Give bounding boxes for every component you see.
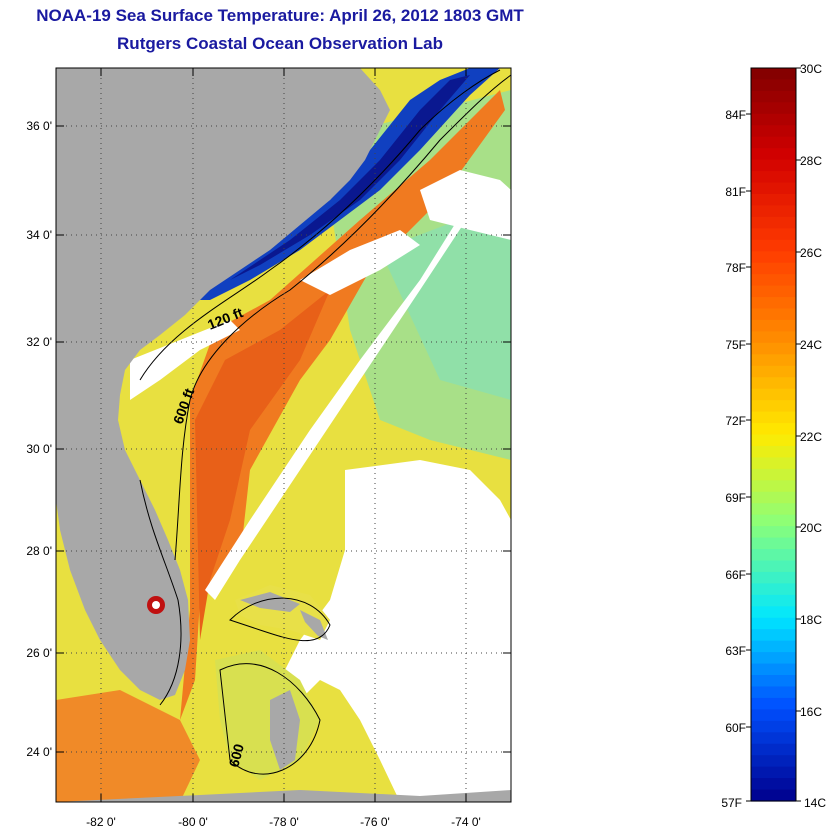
contour-120ft <box>139 69 501 381</box>
lat-label-28: 28 0' <box>26 544 52 558</box>
cloud-patch-north <box>420 170 511 240</box>
contour-coast <box>139 479 182 706</box>
contour-600ft <box>174 74 511 561</box>
lat-label-26: 26 0' <box>26 646 52 660</box>
cyan-water-region <box>380 200 511 400</box>
lon-label-74: -74 0' <box>451 815 481 829</box>
lat-label-34: 34 0' <box>26 228 52 242</box>
axis-ticks <box>56 68 511 802</box>
lon-label-82: -82 0' <box>86 815 116 829</box>
contour-bahamas <box>219 597 331 775</box>
cloud-patch-mid <box>300 230 420 295</box>
lake-okeechobee-center <box>152 601 160 609</box>
lon-label-80: -80 0' <box>178 815 208 829</box>
lat-label-32: 32 0' <box>26 335 52 349</box>
cold-coastal-core <box>230 75 470 280</box>
lat-label-36: 36 0' <box>26 119 52 133</box>
andros-island <box>270 690 300 770</box>
depth-label-600-south: 600 <box>225 742 247 769</box>
gulf-warm-water <box>56 690 200 802</box>
gulf-stream-core <box>195 290 330 640</box>
lon-label-78: -78 0' <box>269 815 299 829</box>
map-title: NOAA-19 Sea Surface Temperature: April 2… <box>36 6 524 25</box>
abaco-island <box>300 610 328 640</box>
graticule <box>56 68 511 802</box>
lon-label-76: -76 0' <box>360 815 390 829</box>
cloud-area-east <box>280 460 511 802</box>
cloud-streak <box>205 200 476 600</box>
grand-bahama <box>240 592 300 612</box>
lat-label-30: 30 0' <box>26 442 52 456</box>
lat-label-24: 24 0' <box>26 745 52 759</box>
map-subtitle: Rutgers Coastal Ocean Observation Lab <box>117 34 443 53</box>
cloud-patch-coast <box>130 320 240 400</box>
land-mainland <box>56 68 390 700</box>
